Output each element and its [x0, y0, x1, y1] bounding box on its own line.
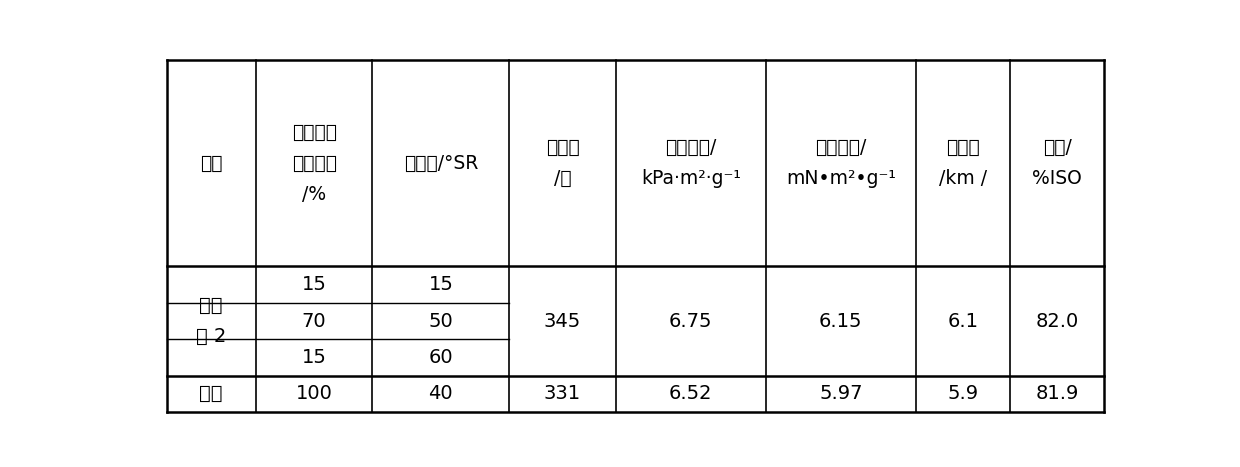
Text: 6.15: 6.15 — [820, 311, 863, 331]
Text: 345: 345 — [544, 311, 582, 331]
Text: 15: 15 — [301, 348, 326, 367]
Text: 裂断长
/km /: 裂断长 /km / — [939, 138, 987, 188]
Text: 15: 15 — [428, 275, 454, 294]
Text: 撕裂指数/
mN•m²•g⁻¹: 撕裂指数/ mN•m²•g⁻¹ — [786, 138, 895, 188]
Text: 82.0: 82.0 — [1035, 311, 1079, 331]
Text: 打浆度/°SR: 打浆度/°SR — [404, 154, 477, 172]
Text: 331: 331 — [544, 384, 582, 403]
Text: 60: 60 — [429, 348, 453, 367]
Text: 实例: 实例 — [200, 154, 222, 172]
Text: 50: 50 — [429, 311, 453, 331]
Text: 6.52: 6.52 — [670, 384, 713, 403]
Text: 实施
例 2: 实施 例 2 — [196, 296, 227, 346]
Text: 耐破指数/
kPa·m²·g⁻¹: 耐破指数/ kPa·m²·g⁻¹ — [641, 138, 740, 188]
Text: 40: 40 — [429, 384, 453, 403]
Text: 6.1: 6.1 — [947, 311, 978, 331]
Text: 100: 100 — [295, 384, 332, 403]
Text: 5.9: 5.9 — [947, 384, 978, 403]
Text: 白度/
%ISO: 白度/ %ISO — [1033, 138, 1083, 188]
Text: 耐折度
/次: 耐折度 /次 — [546, 138, 579, 188]
Text: 6.75: 6.75 — [670, 311, 713, 331]
Text: 70: 70 — [301, 311, 326, 331]
Text: 81.9: 81.9 — [1035, 384, 1079, 403]
Text: 纤维原料
混合比例
/%: 纤维原料 混合比例 /% — [291, 122, 336, 204]
Text: 5.97: 5.97 — [820, 384, 863, 403]
Text: 15: 15 — [301, 275, 326, 294]
Text: 常规: 常规 — [200, 384, 223, 403]
